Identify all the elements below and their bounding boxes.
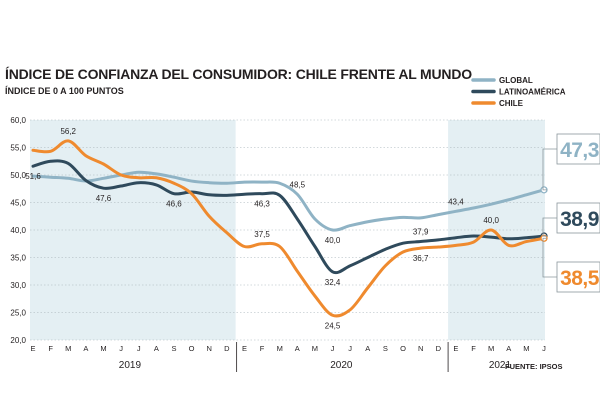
data-label: 40,0 xyxy=(483,216,499,225)
x-tick-label: A xyxy=(83,344,88,353)
x-tick-label: A xyxy=(365,344,370,353)
y-tick-label: 60,0 xyxy=(10,116,26,125)
data-label: 46,3 xyxy=(254,200,270,209)
x-tick-label: N xyxy=(206,344,211,353)
y-tick-label: 30,0 xyxy=(10,281,26,290)
data-label: 46,6 xyxy=(166,200,182,209)
x-tick-label: E xyxy=(30,344,35,353)
x-tick-label: D xyxy=(436,344,442,353)
y-tick-label: 50,0 xyxy=(10,171,26,180)
y-axis-tick-labels: 20,0 25,0 30,0 35,0 40,0 45,0 50,0 55,0 60,0 xyxy=(10,116,26,345)
data-label: 51,6 xyxy=(25,172,41,181)
x-tick-label: N xyxy=(418,344,423,353)
x-tick-label: E xyxy=(453,344,458,353)
x-tick-label: S xyxy=(383,344,388,353)
x-tick-label: S xyxy=(171,344,176,353)
year-label: 2021 xyxy=(489,360,512,371)
x-tick-label: J xyxy=(119,344,123,353)
data-label: 40,0 xyxy=(325,236,341,245)
data-label: 24,5 xyxy=(325,321,341,330)
x-tick-label: F xyxy=(260,344,265,353)
y-tick-label: 40,0 xyxy=(10,226,26,235)
x-tick-label: F xyxy=(471,344,476,353)
year-label: 2019 xyxy=(119,360,142,371)
data-label: 32,4 xyxy=(325,278,341,287)
x-tick-label: D xyxy=(224,344,230,353)
y-tick-label: 25,0 xyxy=(10,309,26,318)
x-tick-label: M xyxy=(523,344,529,353)
x-tick-label: M xyxy=(312,344,318,353)
data-label: 37,9 xyxy=(413,228,429,237)
x-tick-label: F xyxy=(48,344,53,353)
chart-source: FUENTE: IPSOS xyxy=(505,362,563,371)
legend: GLOBAL LATINOAMÉRICA CHILE xyxy=(471,76,566,108)
x-tick-label: A xyxy=(295,344,300,353)
data-label: 56,2 xyxy=(60,127,76,136)
x-tick-label: E xyxy=(242,344,247,353)
callout-leader-global xyxy=(542,148,557,191)
x-tick-label: O xyxy=(189,344,195,353)
x-tick-label: A xyxy=(506,344,511,353)
callout-value-latinoam-rica: 38,9 xyxy=(560,208,599,231)
final-value-callouts: 47,3 38,9 38,5 xyxy=(542,133,600,293)
x-tick-label: M xyxy=(65,344,71,353)
x-tick-label: J xyxy=(542,344,546,353)
x-tick-label: A xyxy=(154,344,159,353)
x-tick-label: J xyxy=(348,344,352,353)
x-tick-label: M xyxy=(100,344,106,353)
year-label: 2020 xyxy=(330,360,353,371)
series-line-chile xyxy=(31,139,546,318)
y-tick-label: 45,0 xyxy=(10,199,26,208)
callout-box-global xyxy=(556,133,600,165)
x-tick-label: M xyxy=(277,344,283,353)
legend-label-global: GLOBAL xyxy=(499,76,533,85)
y-tick-label: 20,0 xyxy=(10,336,26,345)
callout-leader-latinoam-rica xyxy=(542,217,557,237)
callout-value-chile: 38,5 xyxy=(560,267,600,290)
data-label: 36,7 xyxy=(413,254,429,263)
x-tick-label: M xyxy=(488,344,494,353)
y-tick-label: 35,0 xyxy=(10,254,26,263)
x-tick-label: O xyxy=(400,344,406,353)
callout-value-global: 47,3 xyxy=(560,139,599,162)
callout-leader-chile xyxy=(542,237,557,278)
callout-box-chile xyxy=(556,261,600,293)
chart-title: ÍNDICE DE CONFIANZA DEL CONSUMIDOR: CHIL… xyxy=(5,66,472,82)
x-tick-label: J xyxy=(331,344,335,353)
legend-label-chile: CHILE xyxy=(499,99,524,108)
series-line-latinoam-rica xyxy=(31,159,546,275)
data-label: 48,5 xyxy=(290,180,306,189)
data-label: 37,5 xyxy=(254,230,270,239)
year-labels: 2019 2020 2021 xyxy=(119,342,512,372)
data-label: 43,4 xyxy=(448,197,464,206)
data-label: 47,6 xyxy=(96,194,112,203)
callout-box-latinoam-rica xyxy=(556,202,600,234)
legend-label-latinoam-rica: LATINOAMÉRICA xyxy=(499,88,566,97)
y-tick-label: 55,0 xyxy=(10,144,26,153)
x-tick-label: J xyxy=(137,344,141,353)
data-labels: 56,2 51,6 47,6 46,6 37,5 46,3 48,5 40,0 32,4 24,5… xyxy=(25,127,499,330)
chart-subtitle: ÍNDICE DE 0 A 100 PUNTOS xyxy=(5,86,124,96)
